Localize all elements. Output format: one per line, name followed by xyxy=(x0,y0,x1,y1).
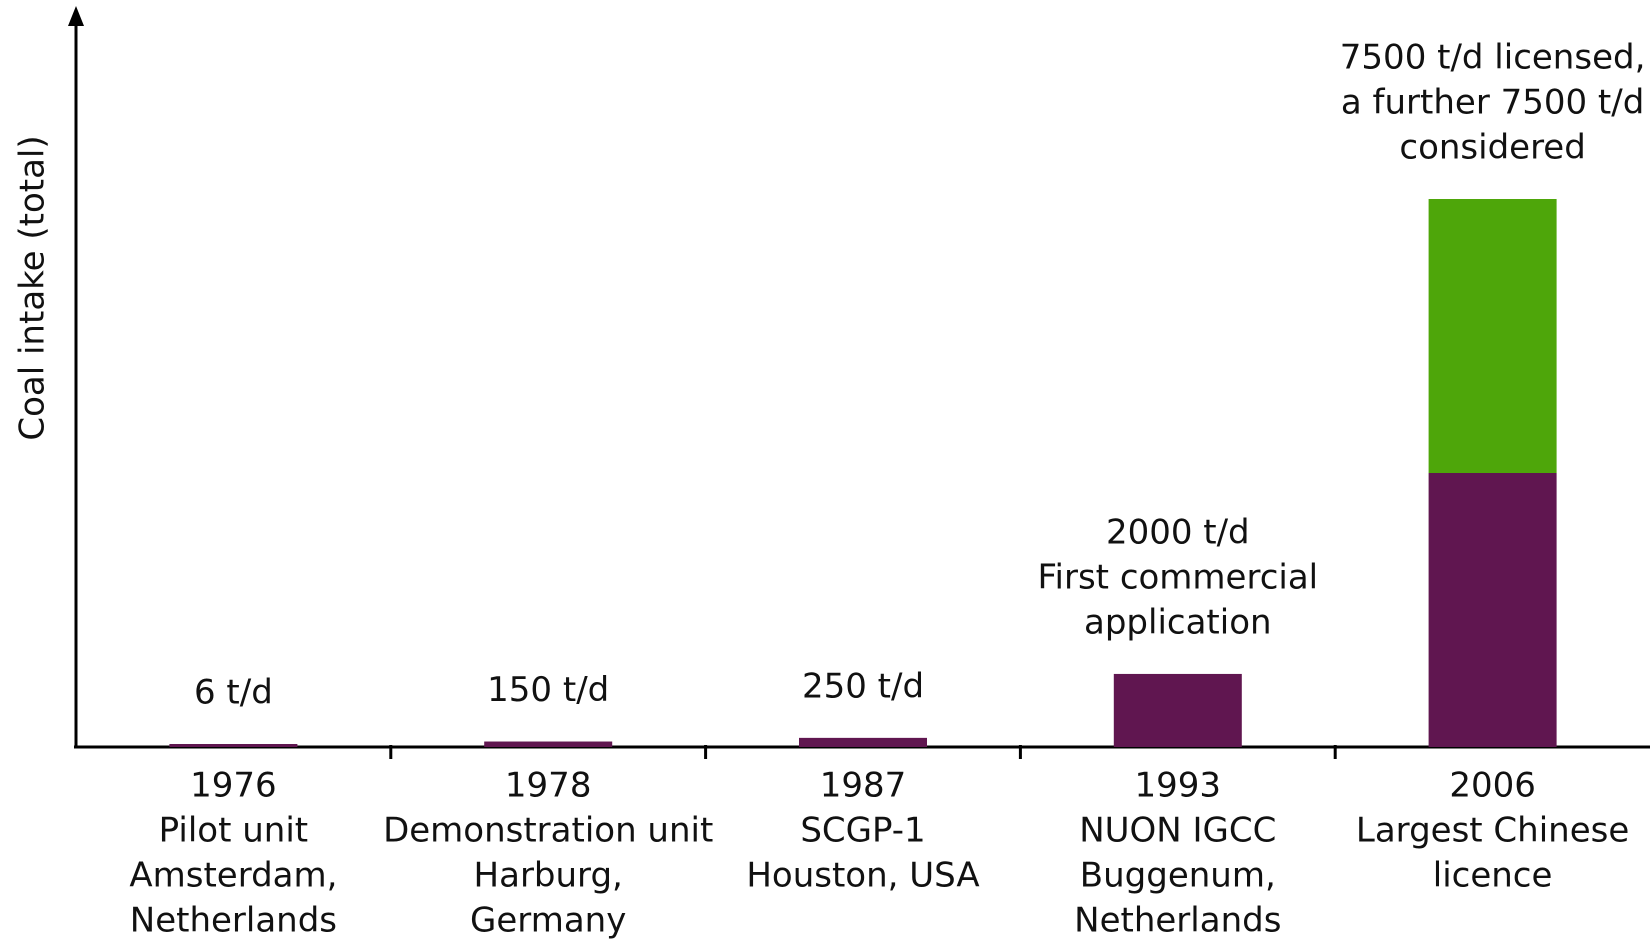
annotation: considered xyxy=(1399,128,1585,168)
x-tick-note: Demonstration unit xyxy=(383,811,713,851)
bar xyxy=(1113,673,1242,747)
bar xyxy=(1428,199,1557,473)
annotation: application xyxy=(1084,602,1272,642)
annotation: a further 7500 t/d xyxy=(1341,83,1644,123)
x-tick-note: SCGP-1 xyxy=(800,811,925,851)
annotation: 7500 t/d licensed, xyxy=(1340,38,1646,78)
bar xyxy=(169,744,298,747)
value-label: 150 t/d xyxy=(487,670,609,710)
x-tick-label: 1993 xyxy=(1135,766,1222,806)
x-tick-note: Netherlands xyxy=(1074,901,1281,941)
bar xyxy=(799,737,927,747)
x-tick-note: Netherlands xyxy=(130,901,337,941)
value-label: 2000 t/d xyxy=(1106,512,1250,552)
y-axis-label: Coal intake (total) xyxy=(13,135,53,440)
x-tick-label: 1978 xyxy=(505,766,592,806)
x-tick-note: Buggenum, xyxy=(1080,856,1276,896)
x-tick-note: Germany xyxy=(470,901,626,941)
x-tick-label: 1976 xyxy=(190,766,277,806)
value-label: 6 t/d xyxy=(194,673,273,713)
x-tick-label: 1987 xyxy=(820,766,907,806)
x-tick-note: licence xyxy=(1433,856,1553,896)
x-tick-label: 2006 xyxy=(1449,766,1536,806)
y-axis-arrow xyxy=(68,6,84,26)
x-tick-note: Pilot unit xyxy=(159,811,308,851)
bar xyxy=(1428,473,1557,747)
bar xyxy=(484,741,613,747)
value-label: 250 t/d xyxy=(802,666,924,706)
x-tick-note: Amsterdam, xyxy=(129,856,337,896)
annotation: First commercial xyxy=(1037,557,1318,597)
x-tick-note: Largest Chinese xyxy=(1356,811,1629,851)
x-tick-note: Houston, USA xyxy=(746,856,979,896)
x-tick-note: Harburg, xyxy=(474,856,623,896)
x-tick-note: NUON IGCC xyxy=(1079,811,1276,851)
